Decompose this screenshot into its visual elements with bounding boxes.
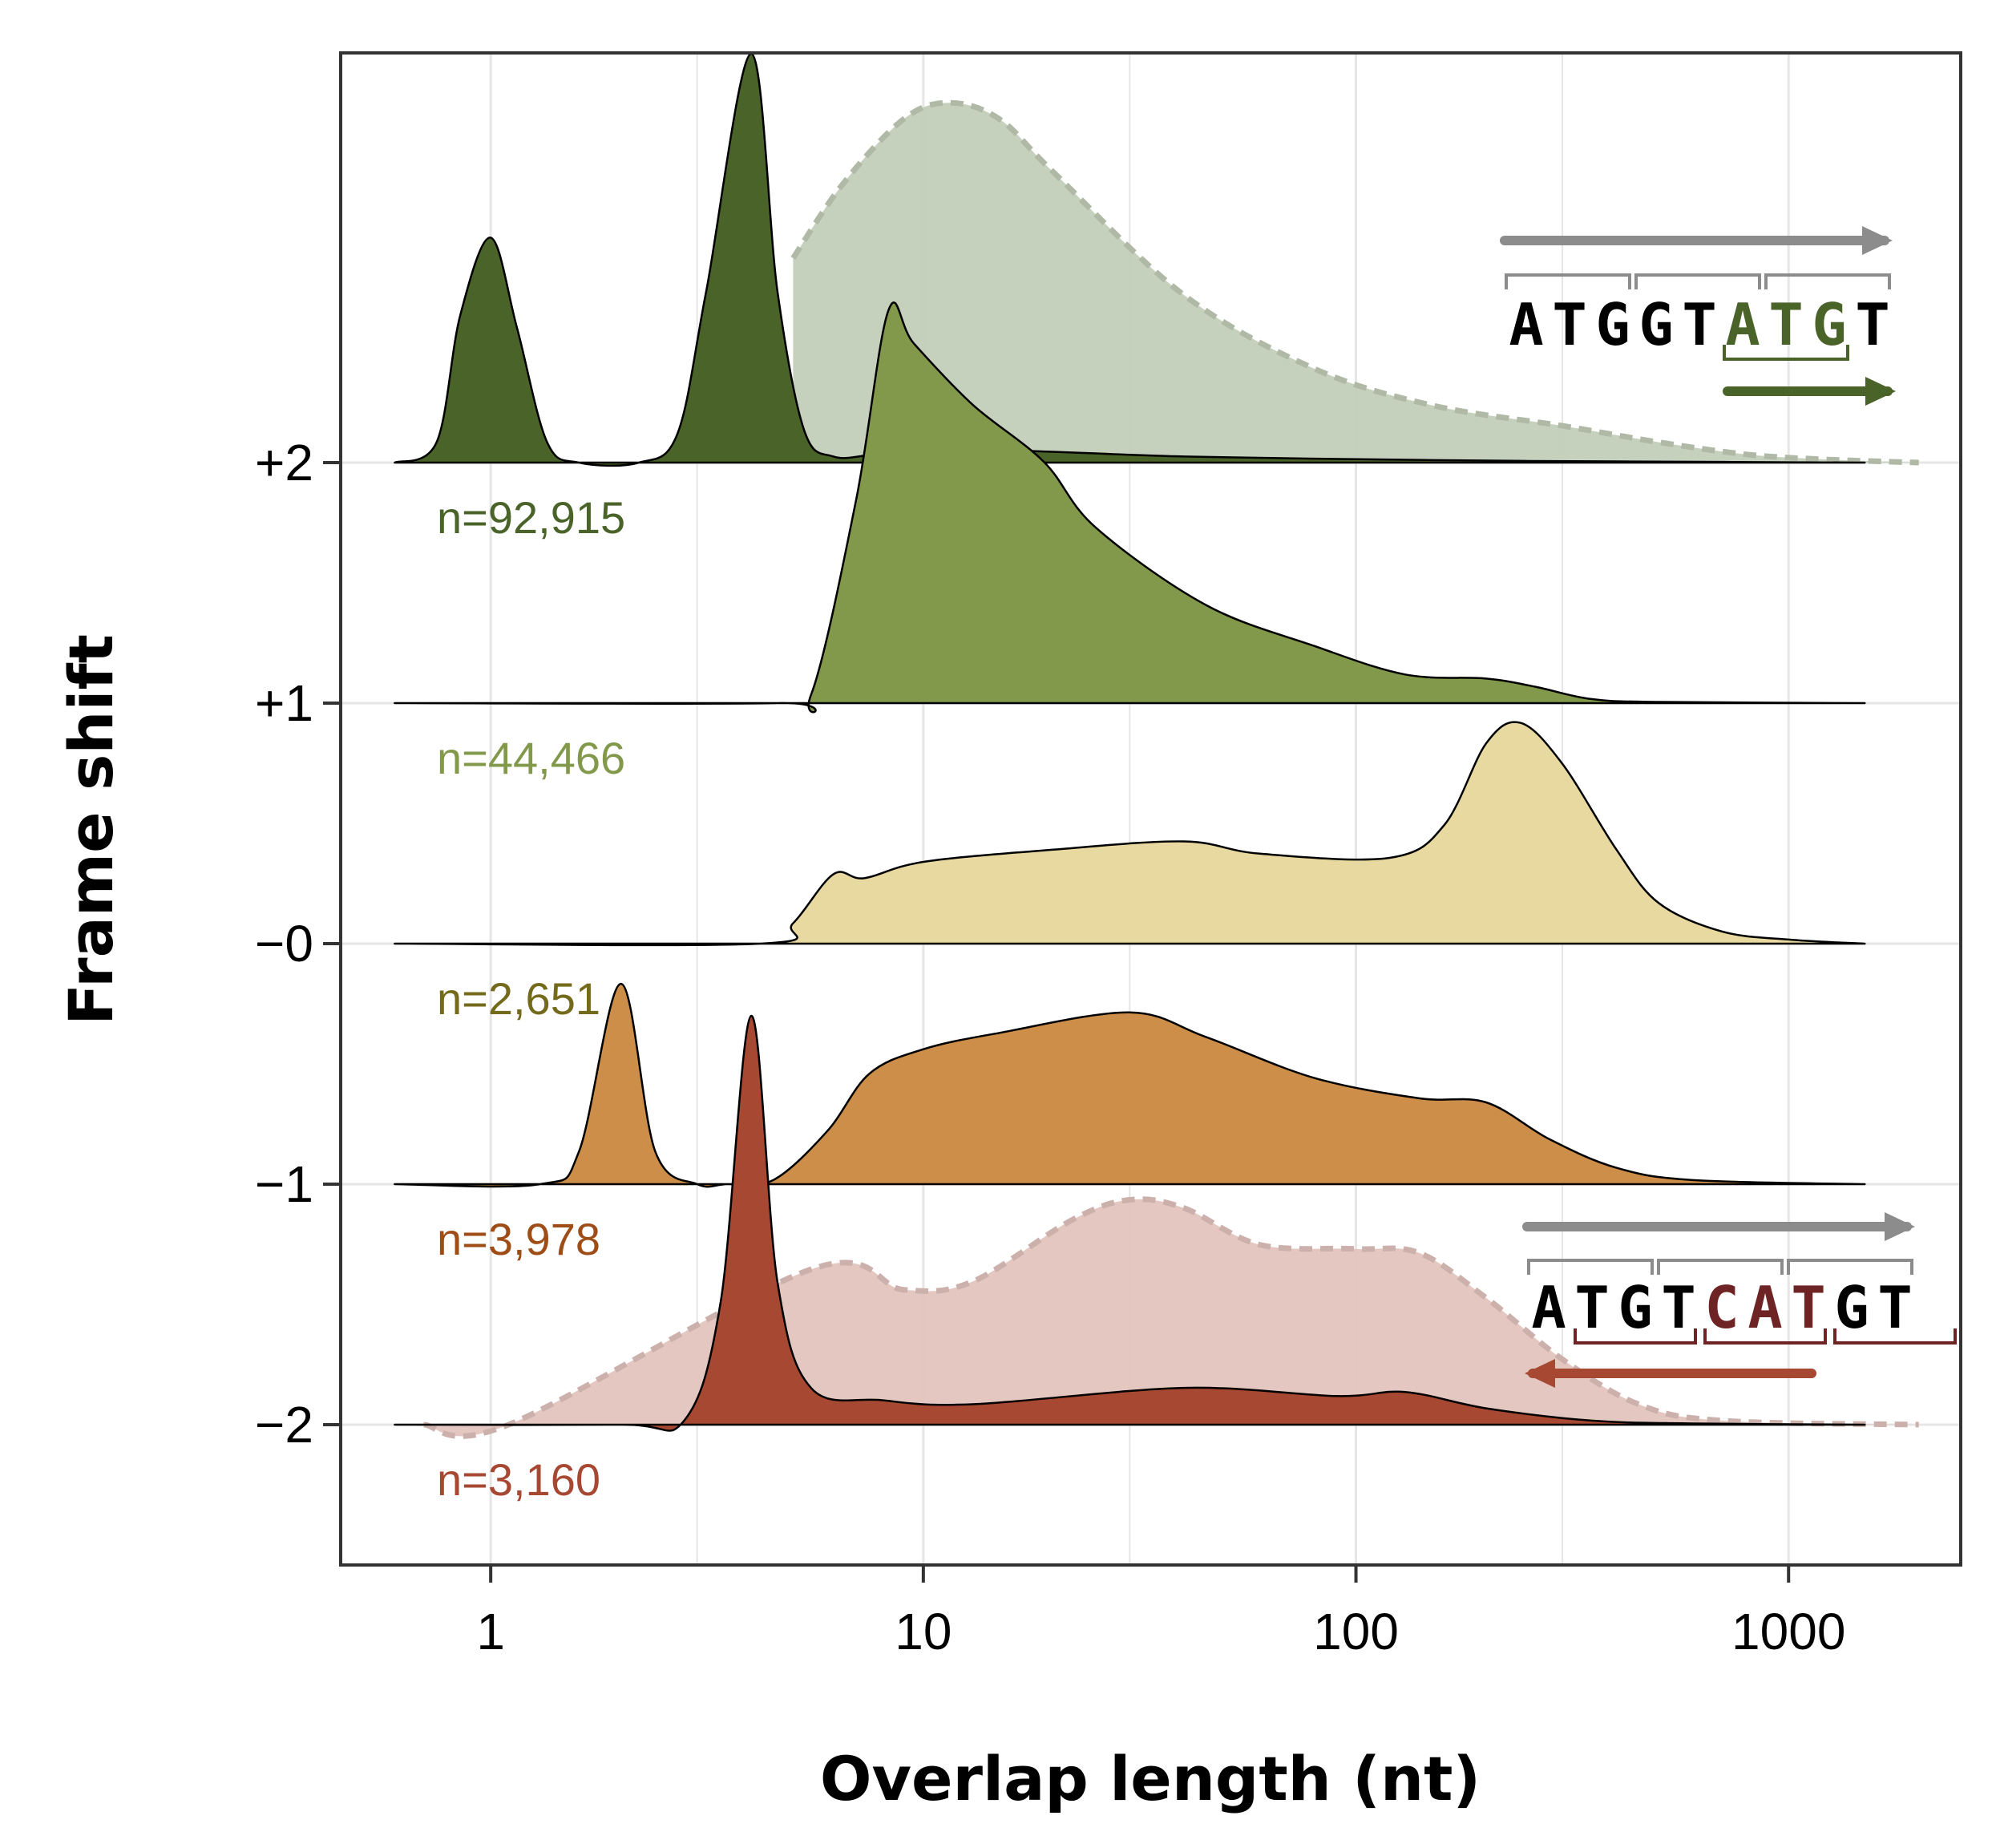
frame-arrow-head bbox=[1525, 1359, 1555, 1388]
density-areas bbox=[394, 52, 1919, 1439]
sequence-letter: T bbox=[1682, 291, 1716, 358]
sequence-letter: G bbox=[1834, 1274, 1869, 1341]
x-axis-title: Overlap length (nt) bbox=[820, 1743, 1481, 1814]
sequence-letter: T bbox=[1855, 291, 1889, 358]
density-area bbox=[394, 52, 1866, 467]
sequence-letter: C bbox=[1704, 1274, 1739, 1341]
shadow-area bbox=[793, 103, 1919, 463]
y-tick-label: +2 bbox=[255, 434, 313, 491]
codon-bracket bbox=[1527, 1259, 1654, 1275]
y-tick-label: −1 bbox=[255, 1155, 313, 1213]
sequence-letter: A bbox=[1725, 291, 1760, 358]
x-tick-label: 10 bbox=[895, 1603, 952, 1660]
x-axis: 1 10 100 1000 bbox=[476, 1565, 1845, 1660]
sequence-letter: T bbox=[1661, 1274, 1695, 1341]
sequence-letter: T bbox=[1574, 1274, 1609, 1341]
gray-arrow-head bbox=[1862, 226, 1893, 255]
density-area bbox=[394, 301, 1866, 714]
n-label: n=92,915 bbox=[437, 492, 625, 543]
plot-frame bbox=[339, 51, 1962, 1567]
y-tick-label: −2 bbox=[255, 1396, 313, 1454]
sequence-letter: G bbox=[1812, 291, 1846, 358]
frame-arrow-head bbox=[1865, 377, 1896, 406]
gray-arrow-head bbox=[1885, 1212, 1915, 1241]
n-label: n=3,160 bbox=[437, 1454, 600, 1505]
sequence-letter: A bbox=[1509, 291, 1543, 358]
sequence-letter: A bbox=[1531, 1274, 1566, 1341]
codon-bracket bbox=[1574, 1328, 1697, 1345]
codon-bracket bbox=[1703, 1328, 1827, 1345]
sequence-insets: A T G G T A T G TA T G T C A T G T bbox=[1500, 226, 1957, 1388]
y-tick-label: −0 bbox=[255, 915, 313, 973]
x-tick-label: 1 bbox=[476, 1603, 505, 1660]
sequence-letter: A bbox=[1748, 1274, 1782, 1341]
shadow-outline bbox=[423, 1196, 1919, 1439]
n-label: n=3,978 bbox=[437, 1214, 600, 1264]
x-tick-label: 1000 bbox=[1731, 1603, 1845, 1660]
y-axis-title: Frame shift bbox=[55, 634, 127, 1025]
x-tick-label: 100 bbox=[1313, 1603, 1399, 1660]
codon-bracket bbox=[1764, 273, 1891, 289]
codon-bracket bbox=[1634, 273, 1761, 289]
sequence-letter: T bbox=[1552, 291, 1586, 358]
shadow-outline bbox=[790, 99, 1919, 466]
sequence-letter: G bbox=[1618, 1274, 1652, 1341]
codon-bracket bbox=[1657, 1259, 1784, 1275]
codon-bracket bbox=[1505, 273, 1631, 289]
density-area bbox=[394, 982, 1866, 1188]
codon-bracket bbox=[1833, 1328, 1957, 1345]
density-area bbox=[394, 1014, 1866, 1432]
codon-bracket bbox=[1787, 1259, 1913, 1275]
density-area bbox=[394, 721, 1866, 947]
y-axis: +2 +1 −0 −1 −2 bbox=[255, 434, 341, 1454]
sequence-letter: G bbox=[1595, 291, 1630, 358]
sequence-letter: T bbox=[1768, 291, 1803, 358]
y-tick-label: +1 bbox=[255, 674, 313, 732]
n-labels: n=92,915 n=44,466 n=2,651 n=3,978 n=3,160 bbox=[437, 492, 625, 1505]
n-label: n=44,466 bbox=[437, 733, 625, 783]
sequence-letter: T bbox=[1877, 1274, 1912, 1341]
codon-bracket bbox=[1723, 345, 1849, 361]
sequence-letter: T bbox=[1791, 1274, 1825, 1341]
n-label: n=2,651 bbox=[437, 973, 600, 1024]
sequence-letter: G bbox=[1638, 291, 1673, 358]
